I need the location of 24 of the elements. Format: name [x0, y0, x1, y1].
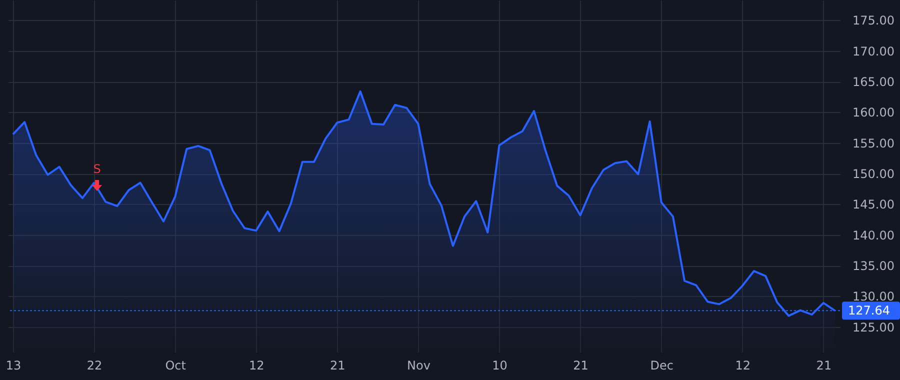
x-tick-label: 21 [330, 358, 346, 372]
x-tick-label: 22 [86, 358, 102, 372]
x-tick-label: 21 [573, 358, 588, 372]
x-tick-label: 12 [735, 358, 751, 372]
y-tick-label: 155.00 [852, 136, 894, 150]
y-tick-label: 160.00 [852, 106, 894, 120]
ref-line-label: 127.64 [848, 304, 890, 318]
x-tick-label: 13 [6, 358, 22, 372]
x-tick-label: 10 [492, 358, 508, 372]
annotation: S [93, 162, 101, 176]
y-tick-label: 175.00 [852, 14, 894, 28]
y-tick-label: 145.00 [852, 198, 894, 212]
x-tick-label: Nov [407, 358, 430, 372]
x-tick-label: Oct [165, 358, 186, 372]
y-tick-label: 165.00 [852, 75, 894, 90]
y-tick-label: 135.00 [852, 259, 894, 274]
x-tick-label: Dec [650, 358, 674, 372]
x-tick-label: 21 [816, 358, 832, 372]
y-tick-label: 125.00 [852, 320, 894, 334]
y-tick-label: 130.00 [852, 290, 894, 304]
x-tick-label: 12 [248, 358, 264, 372]
y-tick-label: 140.00 [852, 228, 894, 242]
y-tick-label: 170.00 [852, 44, 894, 58]
y-tick-label: 150.00 [852, 167, 894, 182]
